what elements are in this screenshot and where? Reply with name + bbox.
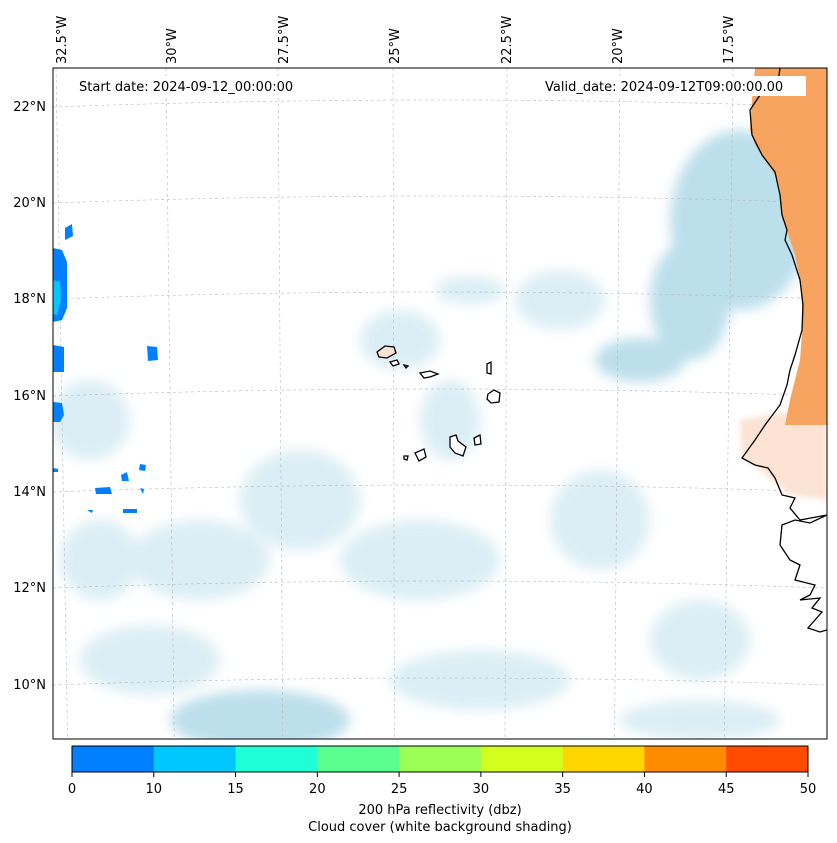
colorbar-segment xyxy=(235,746,318,772)
map-frame xyxy=(52,67,828,740)
parallel-line xyxy=(53,484,827,493)
colorbar-segments xyxy=(72,746,809,772)
island-santiago xyxy=(449,434,467,457)
parallel-line xyxy=(53,99,827,108)
parallel-line xyxy=(53,291,827,300)
island-sao-vicente xyxy=(388,359,400,367)
colorbar-tick-label: 10 xyxy=(146,782,163,797)
meridian-line xyxy=(504,68,508,739)
meridian-line xyxy=(55,68,68,739)
parallel-line xyxy=(53,388,827,397)
parallel-line xyxy=(53,677,827,686)
meridian-line xyxy=(614,68,621,739)
island-fogo xyxy=(414,448,427,462)
colorbar-sublabel: Cloud cover (white background shading) xyxy=(308,820,572,835)
colorbar-segment xyxy=(72,746,155,772)
lon-label-32-5w: 32.5°W xyxy=(55,16,70,64)
parallel-line xyxy=(53,195,827,204)
colorbar-segment xyxy=(317,746,400,772)
lat-label-16n: 16°N xyxy=(13,389,46,404)
valid-date-text: Valid_date: 2024-09-12T09:00:00.00 xyxy=(545,80,783,95)
lat-label-12n: 12°N xyxy=(13,581,46,596)
island-sal xyxy=(486,360,492,375)
colorbar-tick-label: 0 xyxy=(68,782,76,797)
colorbar-frame xyxy=(71,745,809,773)
colorbar-tick-label: 15 xyxy=(227,782,244,797)
island-santa-luzia xyxy=(402,363,410,370)
colorbar-segment xyxy=(399,746,482,772)
lon-label-25w: 25°W xyxy=(388,28,403,64)
colorbar-tick-label: 25 xyxy=(391,782,408,797)
island-sao-nicolau xyxy=(418,370,440,379)
meridian-line xyxy=(723,68,734,739)
parallel-line xyxy=(53,580,827,589)
lat-label-20n: 20°N xyxy=(13,196,46,211)
island-brava xyxy=(403,455,409,461)
start-date-text: Start date: 2024-09-12_00:00:00 xyxy=(79,80,293,95)
colorbar-segment xyxy=(726,746,809,772)
africa-coastline xyxy=(741,68,827,633)
colorbar-ticks: 0 10 15 20 25 30 35 40 45 50 xyxy=(68,772,816,797)
colorbar-tick-label: 20 xyxy=(309,782,326,797)
colorbar-segment xyxy=(480,746,564,772)
colorbar-tick-label: 50 xyxy=(800,782,817,797)
colorbar-segment xyxy=(153,746,237,772)
colorbar-tick-label: 30 xyxy=(473,782,490,797)
cape-verde-islands xyxy=(376,345,501,462)
lat-label-10n: 10°N xyxy=(13,678,46,693)
meridian-line xyxy=(165,68,175,739)
colorbar-segment xyxy=(562,746,645,772)
colorbar-tick-label: 45 xyxy=(718,782,735,797)
latitude-labels: 22°N 20°N 18°N 16°N 14°N 12°N 10°N xyxy=(13,100,46,693)
reflectivity-cells xyxy=(53,224,158,513)
island-boa-vista xyxy=(486,389,501,404)
lon-label-22-5w: 22.5°W xyxy=(500,16,515,64)
lon-label-20w: 20°W xyxy=(611,28,626,64)
colorbar-tick-label: 35 xyxy=(554,782,571,797)
island-maio xyxy=(473,434,482,446)
lon-label-27-5w: 27.5°W xyxy=(277,16,292,64)
start-date-box xyxy=(75,76,311,96)
island-santo-antao xyxy=(376,345,397,359)
colorbar-label: 200 hPa reflectivity (dbz) xyxy=(358,803,521,818)
valid-date-box xyxy=(541,76,806,96)
colorbar: 0 10 15 20 25 30 35 40 45 50 200 hPa reflectivity… xyxy=(68,745,816,835)
lat-label-22n: 22°N xyxy=(13,100,46,115)
map-plot-area xyxy=(53,68,827,739)
lon-label-30w: 30°W xyxy=(165,28,180,64)
graticule xyxy=(53,68,827,739)
lat-label-14n: 14°N xyxy=(13,485,46,500)
longitude-labels: 32.5°W 30°W 27.5°W 25°W 22.5°W 20°W 17.5… xyxy=(55,16,737,64)
meridian-line xyxy=(392,68,395,739)
lon-label-17-5w: 17.5°W xyxy=(722,16,737,64)
colorbar-segment xyxy=(644,746,727,772)
meridian-line xyxy=(277,68,284,739)
colorbar-tick-label: 40 xyxy=(636,782,653,797)
lat-label-18n: 18°N xyxy=(13,292,46,307)
